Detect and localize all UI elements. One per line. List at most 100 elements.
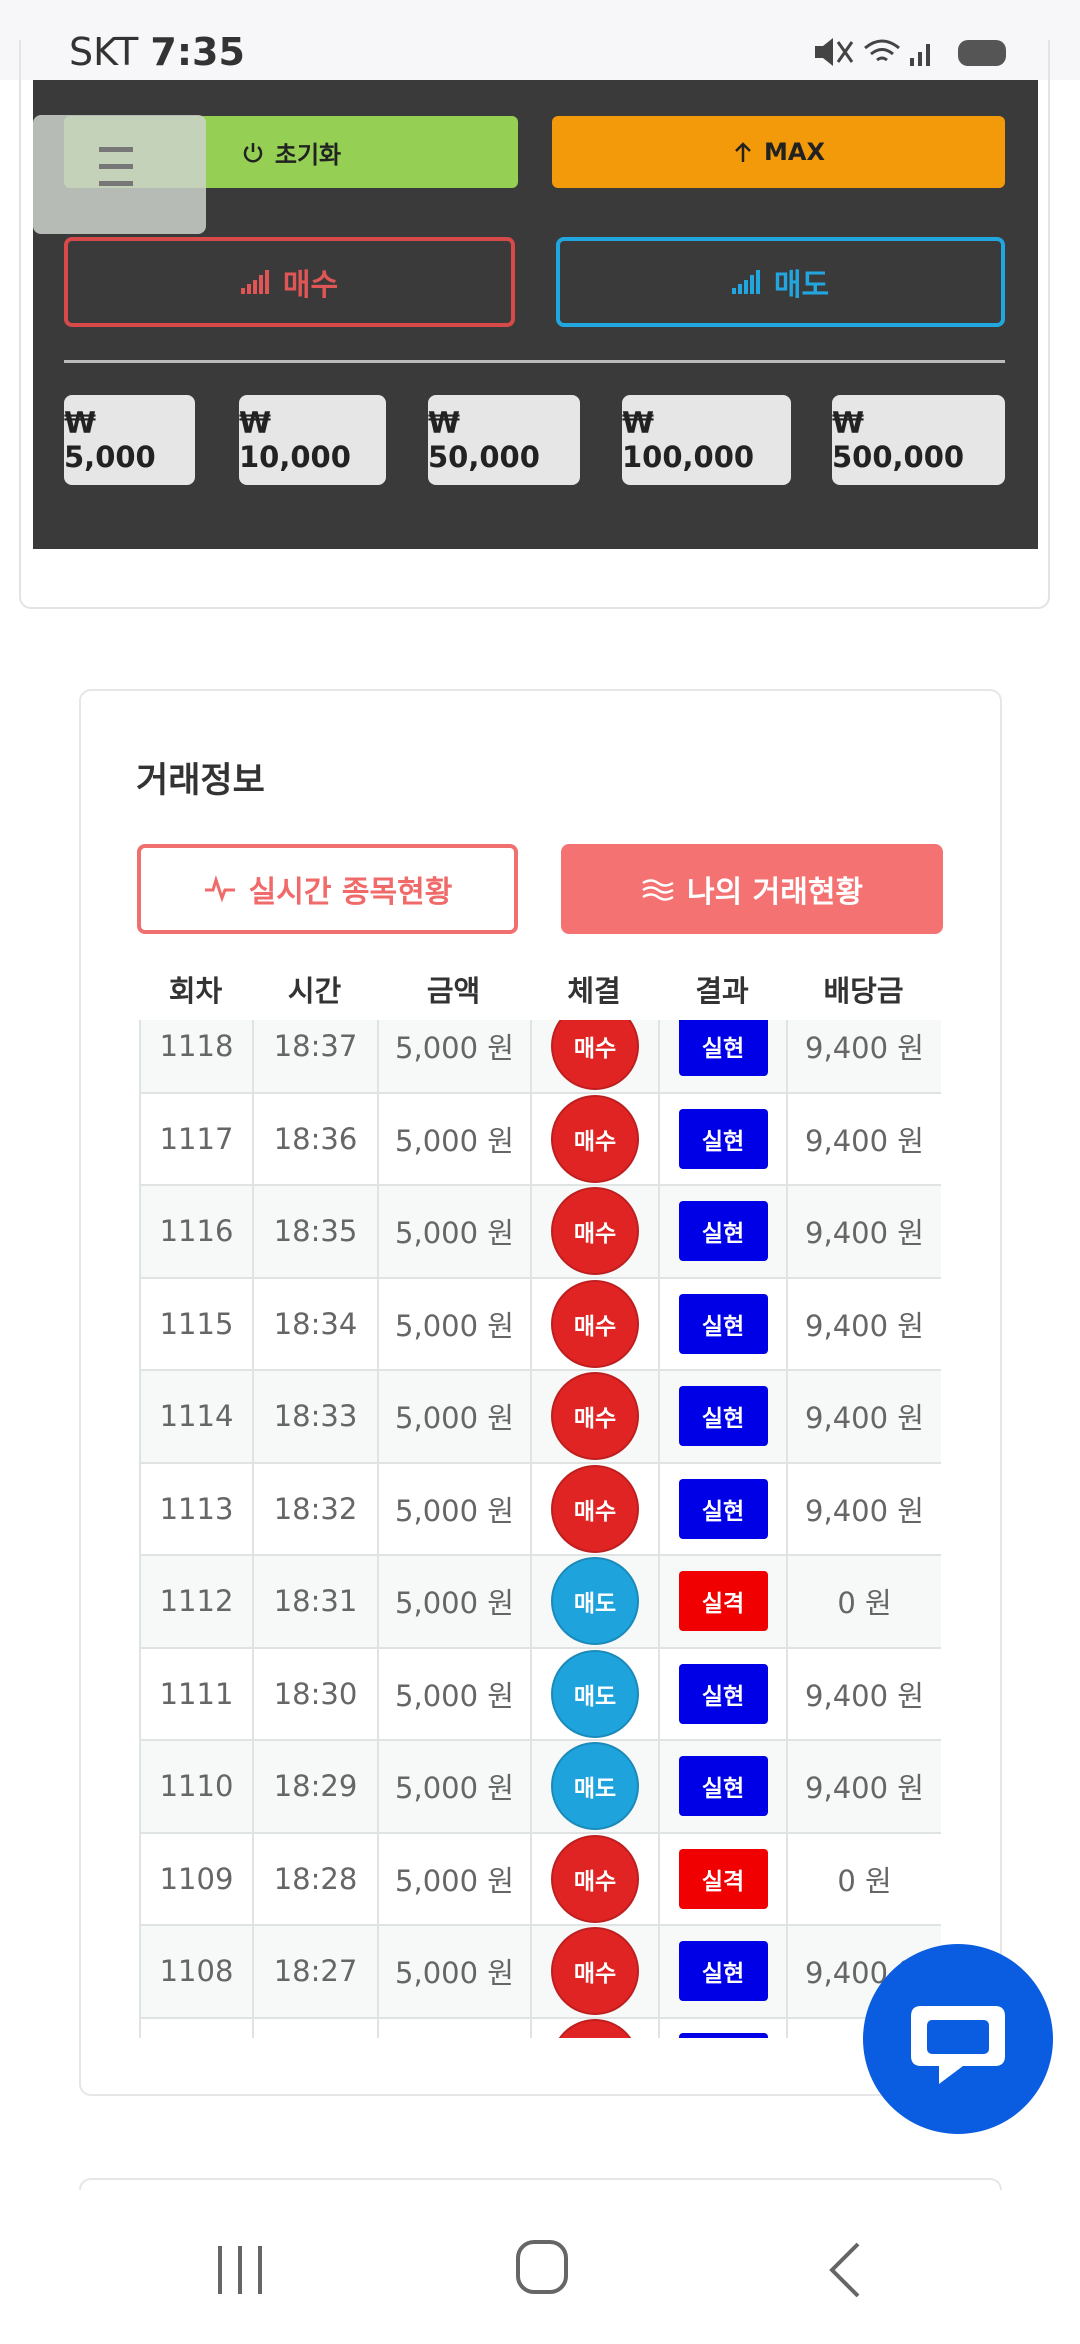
table-cell: 실현: [658, 1461, 788, 1556]
table-cell: 9,400 원: [786, 1739, 941, 1834]
table-cell: 1118: [139, 1020, 254, 1094]
amount-button[interactable]: ₩ 5,000: [64, 395, 195, 485]
table-cell: 실격: [658, 1554, 788, 1649]
side-badge: 매수: [551, 1464, 639, 1553]
trade-table: 1118 18:37 5,000 원 매수 실현 9,400 원 1117 18:36 5,00…: [139, 1020, 941, 2038]
result-badge: 실현: [678, 1201, 768, 1262]
table-cell: 0 원: [786, 1831, 941, 1926]
sell-button[interactable]: 매도: [556, 237, 1005, 327]
column-header: 결과: [695, 974, 749, 1008]
column-header: 시간: [287, 974, 342, 1008]
table-cell: [530, 2016, 660, 2038]
table-cell: 1113: [139, 1461, 254, 1556]
table-cell: 매수: [530, 1461, 660, 1556]
clock: 7:35: [150, 30, 245, 74]
table-cell: 18:31: [252, 1554, 379, 1649]
table-row: 1109 18:28 5,000 원 매수 실격 0 원: [139, 1831, 941, 1926]
table-cell: [377, 2016, 532, 2038]
side-badge: 매수: [551, 1094, 639, 1183]
table-cell: 5,000 원: [377, 1276, 532, 1371]
table-cell: 실현: [658, 1739, 788, 1834]
table-row: 1114 18:33 5,000 원 매수 실현 9,400 원: [139, 1369, 941, 1464]
result-badge: 실현: [678, 1020, 768, 1077]
table-row: 1112 18:31 5,000 원 매도 실격 0 원: [139, 1554, 941, 1649]
divider: [64, 360, 1005, 363]
table-cell: 실현: [658, 1276, 788, 1371]
table-cell: 18:30: [252, 1646, 379, 1741]
table-cell: 5,000 원: [377, 1924, 532, 2019]
nav-bar: [0, 2190, 1080, 2340]
table-cell: 9,400 원: [786, 1020, 941, 1094]
table-cell: 매수: [530, 1184, 660, 1279]
table-row: 1113 18:32 5,000 원 매수 실현 9,400 원: [139, 1461, 941, 1556]
side-badge: 매수: [551, 1020, 639, 1091]
table-cell: 실현: [658, 1369, 788, 1464]
amount-button[interactable]: ₩ 500,000: [832, 395, 1005, 485]
table-row: 1115 18:34 5,000 원 매수 실현 9,400 원: [139, 1276, 941, 1371]
section-title: 거래정보: [136, 761, 265, 801]
table-cell: 5,000 원: [377, 1554, 532, 1649]
table-cell: 5,000 원: [377, 1091, 532, 1186]
table-cell: 9,400 원: [786, 1276, 941, 1371]
side-badge: 매수: [551, 1834, 639, 1923]
table-cell: 18:33: [252, 1369, 379, 1464]
table-cell: 5,000 원: [377, 1646, 532, 1741]
table-cell: 1114: [139, 1369, 254, 1464]
side-badge: 매수: [551, 1372, 639, 1461]
tab-label: 실시간 종목현황: [248, 875, 453, 910]
tab-label: 나의 거래현황: [686, 875, 864, 910]
max-label: MAX: [764, 138, 825, 166]
max-button[interactable]: MAX: [552, 116, 1005, 188]
chat-button[interactable]: [863, 1944, 1053, 2134]
table-cell: 매수: [530, 1020, 660, 1094]
table-cell: 18:36: [252, 1091, 379, 1186]
table-cell: [658, 2016, 788, 2038]
table-cell: [252, 2016, 379, 2038]
side-badge: [551, 2018, 639, 2038]
amount-button[interactable]: ₩ 10,000: [239, 395, 386, 485]
table-row: 1116 18:35 5,000 원 매수 실현 9,400 원: [139, 1184, 941, 1279]
table-viewport: 1118 18:37 5,000 원 매수 실현 9,400 원 1117 18:36 5,00…: [139, 1020, 941, 2038]
amount-button[interactable]: ₩ 50,000: [428, 395, 580, 485]
result-badge: 실격: [678, 1848, 768, 1909]
status-text: SKT 7:35: [69, 30, 245, 74]
table-cell: 실현: [658, 1020, 788, 1094]
table-cell: 18:35: [252, 1184, 379, 1279]
side-badge: 매도: [551, 1557, 639, 1646]
table-cell: 매수: [530, 1831, 660, 1926]
table-cell: 실현: [658, 1646, 788, 1741]
table-cell: 5,000 원: [377, 1739, 532, 1834]
result-badge: 실현: [678, 1941, 768, 2002]
realtime-tab[interactable]: 실시간 종목현황: [137, 844, 518, 934]
table-cell: 1109: [139, 1831, 254, 1926]
column-header: 배당금: [823, 974, 904, 1008]
buy-button[interactable]: 매수: [64, 237, 515, 327]
table-cell: 5,000 원: [377, 1184, 532, 1279]
table-row: [139, 2016, 941, 2038]
table-cell: 18:29: [252, 1739, 379, 1834]
side-badge: 매수: [551, 1927, 639, 2016]
column-header: 금액: [426, 974, 481, 1008]
table-cell: 1117: [139, 1091, 254, 1186]
table-cell: [139, 2016, 254, 2038]
my-trades-tab[interactable]: 나의 거래현황: [561, 844, 943, 934]
table-cell: 18:34: [252, 1276, 379, 1371]
table-cell: 9,400 원: [786, 1646, 941, 1741]
side-badge: 매도: [551, 1742, 639, 1831]
table-header: 회차 시간 금액 체결 결과 배당금: [139, 968, 941, 1010]
result-badge: 실현: [678, 1386, 768, 1447]
table-row: 1110 18:29 5,000 원 매도 실현 9,400 원: [139, 1739, 941, 1834]
table-cell: 실현: [658, 1184, 788, 1279]
sell-label: 매도: [773, 268, 830, 303]
result-badge: 실현: [678, 1293, 768, 1354]
column-header: 회차: [168, 974, 223, 1008]
buy-label: 매수: [282, 268, 339, 303]
table-cell: 매수: [530, 1369, 660, 1464]
table-cell: 18:37: [252, 1020, 379, 1094]
amount-button[interactable]: ₩ 100,000: [622, 395, 791, 485]
table-cell: 1111: [139, 1646, 254, 1741]
table-row: 1117 18:36 5,000 원 매수 실현 9,400 원: [139, 1091, 941, 1186]
menu-button[interactable]: [33, 115, 206, 234]
status-icons: [815, 38, 1006, 66]
side-badge: 매수: [551, 1279, 639, 1368]
